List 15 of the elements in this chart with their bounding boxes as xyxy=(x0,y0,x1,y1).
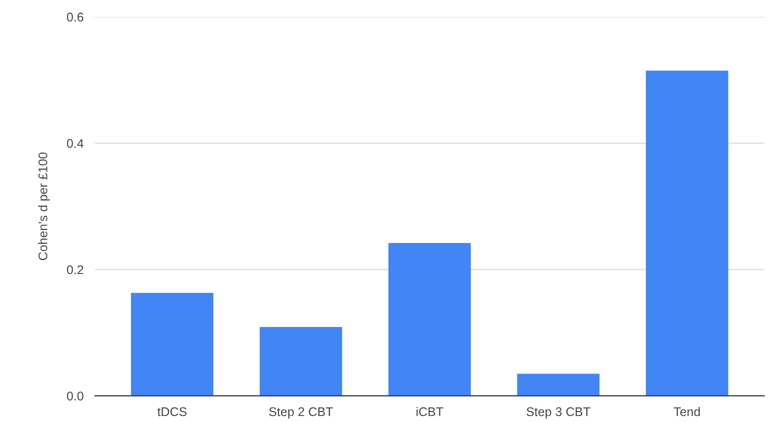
y-tick-label: 0.2 xyxy=(66,265,84,274)
y-tick-label: 0.6 xyxy=(66,12,84,22)
x-tick-label: Step 2 CBT xyxy=(269,407,333,419)
bar xyxy=(388,242,471,396)
y-tick-label: 0.0 xyxy=(66,392,84,400)
bar xyxy=(130,292,214,396)
x-tick-label: iCBT xyxy=(416,406,444,416)
x-tick-label: tDCS xyxy=(157,407,187,416)
bar xyxy=(517,374,600,396)
y-axis-title: Cohen's d per £100 xyxy=(38,152,50,260)
bar xyxy=(260,326,342,396)
x-tick-label: Tend xyxy=(674,406,700,416)
x-tick-label: Step 3 CBT xyxy=(526,407,590,419)
bar xyxy=(646,70,728,396)
y-tick-label: 0.4 xyxy=(66,139,84,148)
